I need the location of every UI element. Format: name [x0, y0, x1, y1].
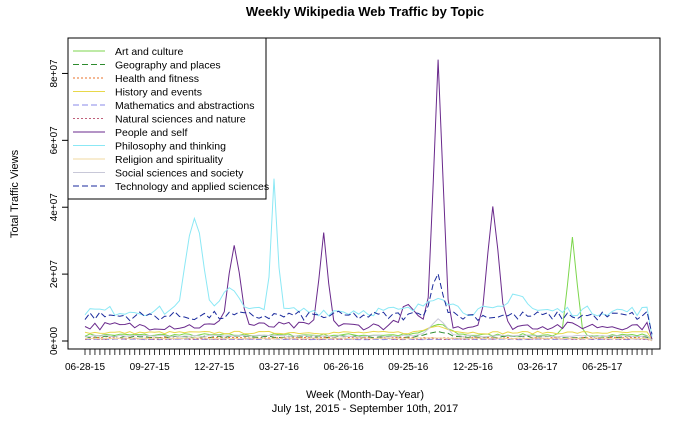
y-axis-label: Total Traffic Views [9, 149, 21, 238]
x-tick-label: 09-27-15 [130, 362, 170, 373]
legend-label: Health and fitness [115, 73, 199, 85]
legend: Art and culture Geography and placesHealt… [67, 37, 269, 200]
series-line-7 [84, 178, 653, 337]
x-tick-label: 06-26-16 [324, 362, 364, 373]
y-tick-label: 4e+07 [49, 193, 60, 222]
series-line-2 [84, 336, 653, 342]
legend-label: Geography and places [115, 60, 221, 72]
series-line-6 [84, 59, 653, 340]
y-tick-label: 8e+07 [49, 59, 60, 88]
series-line-0 [84, 236, 653, 341]
y-tick-label: 2e+07 [49, 260, 60, 289]
x-tick-label: 03-27-16 [259, 362, 299, 373]
series-line-8 [84, 337, 653, 341]
y-tick-label: 6e+07 [49, 126, 60, 155]
x-axis: 06-28-15 09-27-15 12-27-15 03-27-16 06-26-16… [65, 348, 653, 373]
legend-label: History and events [115, 87, 202, 99]
x-tick-label: 06-28-15 [65, 362, 105, 373]
legend-label: Natural sciences and nature [115, 114, 246, 126]
x-tick-label: 09-25-16 [388, 362, 428, 373]
y-axis: 0e+00 2e+07 4e+07 6e+07 8e+07 [49, 59, 69, 356]
series-line-9 [84, 318, 653, 341]
series-line-10 [84, 272, 653, 335]
legend-label: Philosophy and thinking [115, 141, 226, 153]
legend-label: Art and culture [115, 46, 183, 58]
legend-label: Technology and applied sciences [115, 181, 269, 193]
legend-label: Social sciences and society [115, 168, 244, 180]
x-tick-label: 12-25-16 [453, 362, 493, 373]
legend-label: Religion and spirituality [115, 154, 224, 166]
x-axis-label: Week (Month-Day-Year) [306, 389, 424, 401]
y-tick-label: 0e+00 [49, 327, 60, 356]
x-tick-label: 12-27-15 [194, 362, 234, 373]
chart-title: Weekly Wikipedia Web Traffic by Topic [246, 4, 484, 19]
x-axis-sublabel: July 1st, 2015 - September 10th, 2017 [272, 403, 459, 415]
series-lines [84, 59, 653, 342]
series-line-5 [84, 337, 653, 342]
legend-label: People and self [115, 127, 187, 139]
legend-label: Mathematics and abstractions [115, 100, 254, 112]
series-line-3 [84, 325, 653, 340]
x-tick-label: 03-26-17 [518, 362, 558, 373]
x-tick-label: 06-25-17 [582, 362, 622, 373]
